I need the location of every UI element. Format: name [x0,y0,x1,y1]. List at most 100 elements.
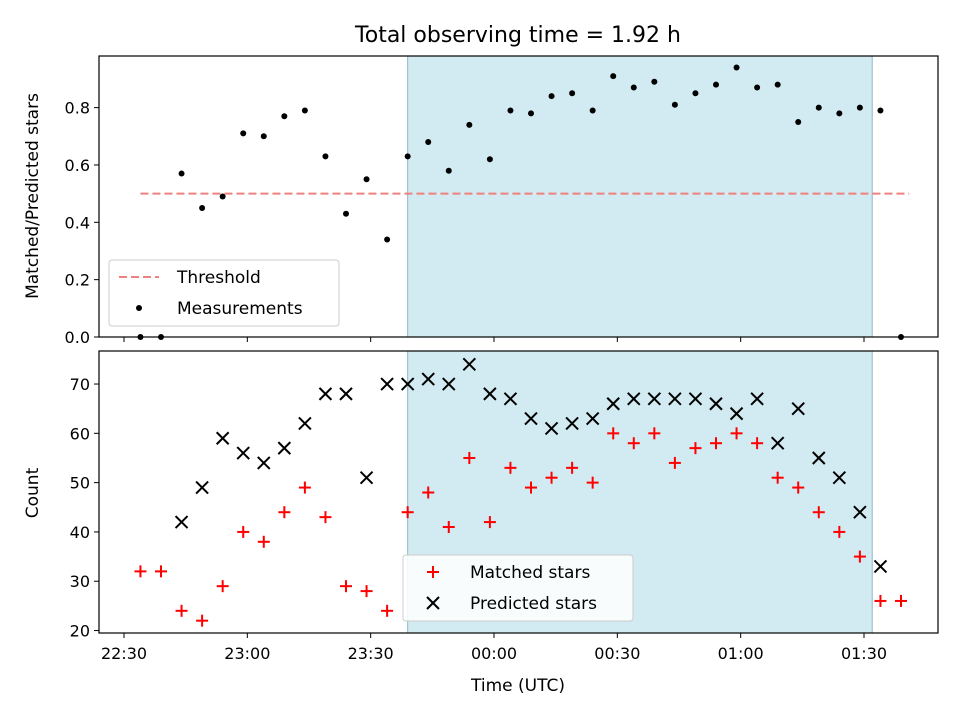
data-point [343,210,349,217]
y-tick-label: 40 [70,523,90,542]
data-point [607,427,620,440]
data-point [651,78,658,85]
data-point [322,153,329,160]
data-point [277,441,292,455]
data-point [832,470,847,485]
data-point [750,392,764,406]
data-point [856,104,863,111]
data-point [445,167,452,174]
marker-stroke [585,411,600,426]
marker-stroke [215,431,230,445]
data-point [425,139,432,146]
legend-label: Predicted stars [470,594,597,614]
data-point [771,471,784,484]
data-point [339,387,353,401]
marker-stroke [688,392,703,406]
x-tick-label: 01:30 [841,644,887,663]
bottom-panel: 20 30 40 50 60 70 22:30 23:00 23:30 00:00 00:30 01:… [70,350,939,663]
data-point [384,236,391,243]
data-point [178,170,185,177]
marker-stroke [750,392,764,406]
data-point [733,64,740,71]
marker-stroke [873,559,888,574]
x-tick-label: 22:30 [101,644,147,663]
bottom-y-axis-label: Count [23,467,43,518]
marker-stroke [462,357,477,372]
data-point [174,515,189,529]
marker-stroke [277,441,292,455]
x-tick-label: 23:30 [348,644,394,663]
marker-stroke [257,456,271,470]
data-point [544,421,559,436]
data-point [668,456,681,469]
data-point [853,550,866,563]
data-point [791,401,805,416]
data-point [668,392,682,406]
data-point [565,416,579,431]
data-point [610,73,617,80]
data-point [507,107,514,114]
data-point [483,516,496,529]
marker-stroke [339,387,353,401]
data-point [442,377,456,391]
data-point [380,377,394,391]
data-point [873,559,888,574]
data-point [240,130,247,137]
legend: Threshold Measurements [108,259,340,327]
axes-frame [98,55,939,338]
marker-stroke [236,446,250,460]
data-point [770,436,785,450]
data-point [236,446,250,460]
data-point [589,107,596,114]
marker-stroke [195,480,209,495]
data-point [792,481,805,494]
data-point [671,101,678,108]
data-point [709,397,723,411]
marker-stroke [524,411,538,426]
data-point [175,604,188,617]
data-point [627,392,641,406]
data-point [627,437,640,450]
data-point [281,113,288,120]
legend-measurements-swatch [136,305,142,311]
data-point [566,461,579,474]
legend-label: Matched stars [470,563,590,583]
y-tick-label: 70 [70,375,90,394]
data-point [689,442,702,455]
data-point [301,107,308,114]
data-point [815,104,822,111]
data-point [812,506,825,519]
data-point [442,521,455,534]
marker-stroke [421,372,435,386]
data-point [528,110,534,117]
marker-stroke [647,392,662,406]
data-point [421,372,435,386]
data-point [569,90,576,97]
data-point [729,406,744,421]
data-point [155,565,167,578]
data-point [404,153,411,160]
data-point [359,470,374,485]
legend-label: Measurements [177,299,303,319]
data-point [754,84,761,91]
data-point [688,392,703,406]
data-point [877,107,884,114]
data-point [298,481,311,494]
data-point [381,604,394,617]
marker-stroke [832,470,847,485]
data-point [237,525,250,538]
marker-stroke [668,392,682,406]
data-point [648,427,661,440]
data-point [774,81,781,88]
data-point [647,392,662,406]
y-tick-label: 0.0 [65,328,90,347]
marker-stroke [318,387,333,401]
data-point [853,505,867,519]
marker-stroke [298,416,312,431]
data-point [710,437,722,450]
legend: Matched stars Predicted stars [402,554,634,622]
data-point [360,585,373,598]
y-tick-label: 0.2 [65,271,90,290]
marker-stroke [380,377,394,391]
data-point [466,121,473,128]
